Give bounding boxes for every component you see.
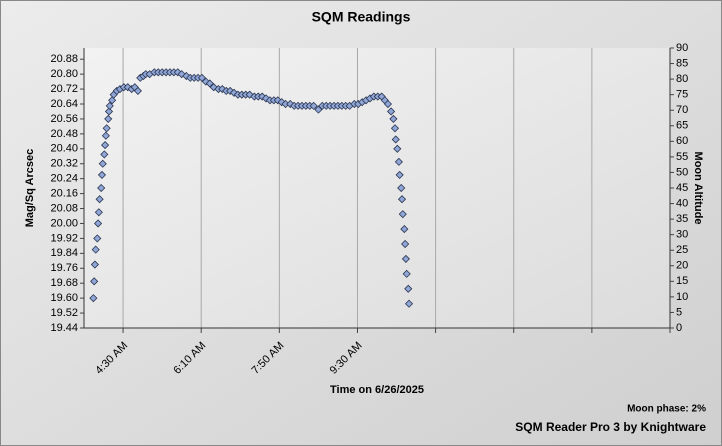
data-point: [404, 284, 413, 293]
y2-tick-label: 10: [676, 291, 688, 303]
data-point: [383, 99, 393, 109]
data-point: [197, 73, 207, 82]
data-point: [397, 195, 407, 204]
data-point: [401, 239, 410, 249]
y-tick-label: 20.88: [50, 53, 78, 65]
chart-title: SQM Readings: [312, 9, 411, 25]
data-point: [402, 269, 411, 278]
data-point: [391, 135, 400, 144]
y-tick-label: 20.80: [50, 68, 78, 80]
footnote: Moon phase: 2%: [627, 404, 706, 415]
y-tick-label: 19.92: [50, 232, 78, 244]
data-point: [400, 225, 409, 234]
credit: SQM Reader Pro 3 by Knightware: [515, 420, 706, 434]
y-tick-label: 20.72: [50, 83, 78, 95]
x-axis-label: Time on 6/26/2025: [330, 384, 424, 396]
data-point: [90, 277, 99, 286]
y2-tick-label: 60: [676, 135, 688, 147]
y2-tick-label: 20: [676, 260, 688, 272]
y2-tick-label: 85: [676, 57, 688, 69]
y2-tick-label: 25: [676, 244, 688, 256]
data-point: [93, 219, 103, 228]
data-point: [397, 183, 406, 193]
data-point: [89, 294, 98, 303]
data-point: [395, 170, 404, 179]
data-point: [102, 124, 111, 133]
y-tick-label: 20.24: [50, 173, 78, 185]
y-tick-label: 20.16: [50, 188, 78, 200]
data-point: [97, 183, 106, 193]
data-point: [386, 107, 396, 116]
y-tick-label: 19.52: [50, 307, 78, 319]
y-tick-label: 20.48: [50, 128, 78, 140]
y2-tick-label: 35: [676, 213, 688, 225]
data-point: [97, 170, 107, 179]
data-point: [401, 254, 410, 263]
data-point: [105, 101, 114, 110]
y2-tick-label: 50: [676, 166, 688, 178]
y2-tick-label: 80: [676, 73, 688, 85]
y2-tick-label: 90: [676, 42, 688, 54]
data-point: [394, 157, 403, 166]
data-point: [389, 114, 398, 123]
y2-axis-label: Moon Altitude: [692, 152, 704, 225]
y-tick-label: 20.32: [50, 158, 78, 170]
data-point: [95, 195, 104, 204]
y-tick-label: 20.40: [50, 143, 78, 155]
data-point: [104, 114, 113, 123]
data-point: [94, 208, 103, 217]
y2-tick-label: 55: [676, 151, 688, 163]
data-point: [314, 105, 323, 114]
data-point: [104, 107, 114, 116]
y-tick-label: 19.44: [50, 322, 78, 334]
y2-tick-label: 40: [676, 197, 688, 209]
data-point: [309, 101, 318, 110]
data-point: [98, 159, 107, 168]
y2-tick-label: 65: [676, 120, 688, 132]
data-point: [93, 234, 102, 243]
y-tick-label: 19.60: [50, 292, 78, 304]
data-point: [404, 299, 414, 308]
y2-tick-label: 70: [676, 104, 688, 116]
data-point: [133, 86, 142, 95]
y-tick-label: 20.08: [50, 202, 78, 214]
y-tick-label: 19.84: [50, 247, 78, 259]
y2-tick-label: 0: [676, 322, 682, 334]
y-tick-label: 19.76: [50, 262, 78, 274]
data-point: [100, 150, 109, 159]
y-tick-label: 20.56: [50, 113, 78, 125]
y2-tick-label: 45: [676, 182, 688, 194]
data-point: [90, 260, 100, 269]
y-axis-label: Mag/Sq Arcsec: [24, 149, 36, 227]
y2-tick-label: 30: [676, 229, 688, 241]
y2-tick-label: 5: [676, 306, 682, 318]
data-point: [205, 79, 214, 88]
data-point: [390, 124, 400, 133]
plot-area: [84, 48, 670, 328]
y2-tick-label: 15: [676, 275, 688, 287]
data-point: [101, 141, 110, 150]
data-point: [393, 144, 402, 153]
y-tick-label: 19.68: [50, 277, 78, 289]
y2-tick-label: 75: [676, 89, 688, 101]
y-tick-label: 20.64: [50, 98, 78, 110]
data-point: [101, 131, 110, 140]
y-tick-label: 20.00: [50, 217, 78, 229]
data-point: [91, 245, 100, 254]
data-point: [398, 210, 407, 219]
